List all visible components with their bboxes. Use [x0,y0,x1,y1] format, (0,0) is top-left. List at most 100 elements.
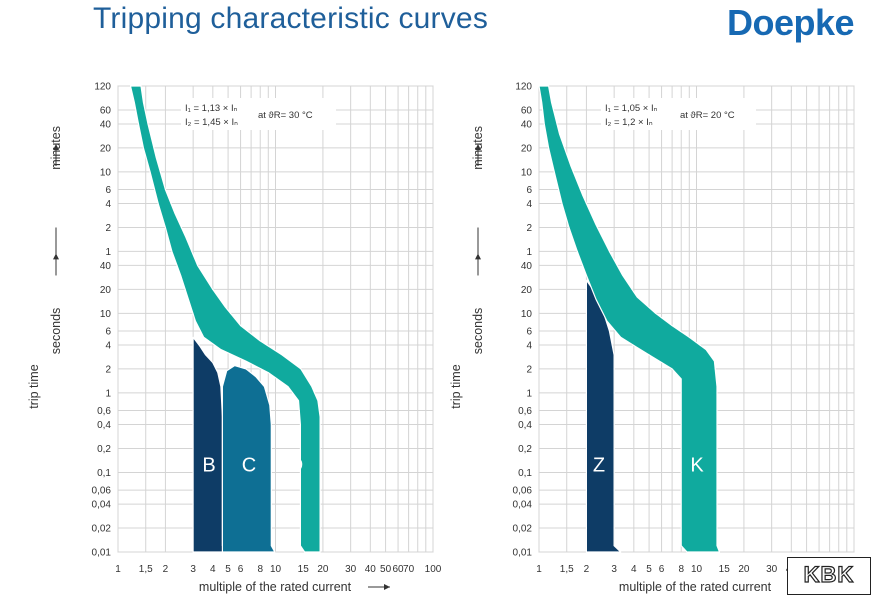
y-tick-label: 40 [521,119,533,130]
y-tick-label: 0,6 [518,406,532,417]
y-tick-label: 6 [105,185,111,196]
y-tick-label: 0,01 [92,548,112,559]
chart-2: Z K 0,01 0,02 0,04 0,06 0,1 0,2 0,4 0,6 1 2 4 6 10 20 40… [449,82,855,594]
y-tick-label: 1 [105,247,111,258]
x-tick-label: 20 [317,564,329,575]
x-tick-label: 5 [646,564,652,575]
x-tick-label: 60 [392,564,404,575]
x-tick-label: 2 [584,564,590,575]
y-axis-minutes-arrow-head [53,144,59,150]
y-tick-label: 0,06 [513,486,533,497]
y-tick-label: 20 [521,285,533,296]
x-tick-label: 8 [257,564,263,575]
y-tick-label: 20 [100,143,112,154]
y-tick-label: 40 [521,261,533,272]
note-i2: I₂ = 1,2 × Iₙ [605,117,653,128]
note-i1: I₁ = 1,13 × Iₙ [185,103,238,114]
y-tick-label: 2 [526,364,532,375]
curve-label-b: B [202,454,215,476]
y-tick-label: 4 [526,199,532,210]
y-tick-label: 120 [515,82,532,93]
y-tick-label: 0,1 [97,468,111,479]
x-tick-label: 30 [345,564,357,575]
note-i1: I₁ = 1,05 × Iₙ [605,103,658,114]
y-tick-label: 6 [105,326,111,337]
y-tick-label: 4 [105,340,111,351]
curve-label-d: D [289,454,303,476]
note-temp: at ϑR= 20 °C [680,110,735,121]
y-tick-label: 60 [521,105,533,116]
x-tick-label: 20 [738,564,750,575]
y-tick-label: 0,04 [513,500,533,511]
y-tick-label: 10 [521,309,533,320]
chart-1: B C D 0,01 0,02 0,04 0,06 0,1 0,2 0,4 0,6 1 2 4 6 10 20 4… [27,82,442,595]
x-tick-label: 5 [225,564,231,575]
x-tick-label: 15 [719,564,731,575]
y-tick-label: 0,2 [97,444,111,455]
x-tick-label: 40 [365,564,377,575]
y-tick-label: 10 [100,167,112,178]
y-tick-label: 10 [100,309,112,320]
x-tick-label: 100 [425,564,442,575]
y-tick-label: 0,06 [92,486,112,497]
curve-label-z: Z [593,454,605,476]
x-tick-label: 1 [536,564,542,575]
y-tick-label: 40 [100,261,112,272]
y-tick-label: 40 [100,119,112,130]
y-tick-label: 2 [105,223,111,234]
x-tick-label: 1,5 [560,564,574,575]
y-tick-label: 4 [526,340,532,351]
x-tick-label: 70 [403,564,415,575]
y-tick-label: 0,02 [92,524,112,535]
y-tick-label: 0,1 [518,468,532,479]
y-tick-label: 0,02 [513,524,533,535]
y-axis-minutes-arrow-head [475,144,481,150]
curve-label-c: C [242,454,256,476]
y-tick-label: 6 [526,185,532,196]
y-tick-label: 0,04 [92,500,112,511]
x-tick-label: 50 [380,564,392,575]
note-i2: I₂ = 1,45 × Iₙ [185,117,238,128]
x-tick-label: 3 [611,564,617,575]
x-tick-label: 30 [766,564,778,575]
y-tick-label: 0,4 [518,420,532,431]
y-tick-label: 6 [526,326,532,337]
x-axis-label: multiple of the rated current [199,580,352,594]
curve-d [129,85,321,553]
curve-z [585,279,622,553]
x-axis-arrow-head [384,584,390,590]
y-tick-label: 20 [100,285,112,296]
brand-logo: Doepke [727,2,855,43]
y-axis-seconds-label: seconds [49,308,63,355]
x-tick-label: 2 [163,564,169,575]
x-axis-label: multiple of the rated current [619,580,772,594]
y-tick-label: 0,01 [513,548,533,559]
x-tick-label: 10 [691,564,703,575]
y-tick-label: 120 [94,82,111,93]
x-tick-label: 6 [238,564,244,575]
y-tick-label: 0,6 [97,406,111,417]
watermark-logo: KBK [787,557,871,595]
page-title: Tripping characteristic curves [93,2,489,35]
y-tick-label: 4 [105,199,111,210]
y-tick-label: 20 [521,143,533,154]
y-tick-label: 2 [105,364,111,375]
y-tick-label: 10 [521,167,533,178]
x-tick-label: 1,5 [139,564,153,575]
curve-c [221,365,276,553]
x-tick-label: 8 [678,564,684,575]
y-tick-label: 0,2 [518,444,532,455]
x-tick-label: 1 [115,564,121,575]
curve-k [538,85,721,553]
y-axis-label: trip time [27,364,41,409]
x-tick-label: 4 [210,564,216,575]
y-tick-label: 1 [105,388,111,399]
y-tick-label: 1 [526,247,532,258]
y-tick-label: 1 [526,388,532,399]
y-tick-label: 60 [100,105,112,116]
note-temp: at ϑR= 30 °C [258,110,313,121]
x-tick-label: 10 [270,564,282,575]
x-tick-label: 15 [298,564,310,575]
x-tick-label: 3 [190,564,196,575]
